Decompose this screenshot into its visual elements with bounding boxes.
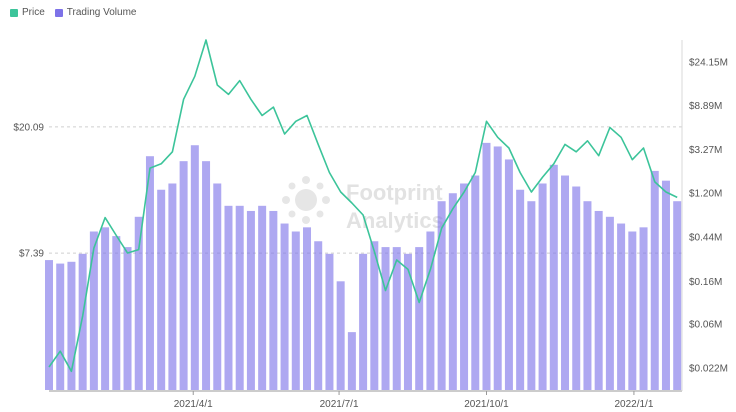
volume-bar-23 (303, 227, 312, 390)
volume-bar-48 (583, 201, 592, 390)
volume-bar-54 (650, 170, 659, 390)
volume-bar-12 (179, 161, 188, 390)
right-tick-label-7: $0.022M (689, 364, 728, 375)
volume-bar-52 (628, 231, 637, 390)
volume-bar-11 (168, 183, 177, 390)
volume-bar-46 (561, 175, 570, 390)
volume-bar-21 (280, 223, 289, 390)
volume-bar-31 (392, 247, 401, 390)
volume-bar-17 (235, 205, 244, 390)
volume-bar-32 (403, 253, 412, 390)
volume-bar-35 (437, 201, 446, 390)
volume-bar-43 (527, 201, 536, 390)
volume-bar-9 (145, 156, 154, 390)
volume-bar-1 (56, 263, 65, 390)
volume-bar-14 (202, 161, 211, 390)
right-tick-label-1: $8.89M (689, 101, 722, 112)
volume-bar-22 (291, 231, 300, 390)
volume-bar-41 (504, 159, 513, 390)
volume-bars (45, 142, 682, 390)
volume-bar-29 (370, 241, 379, 390)
volume-bar-25 (325, 253, 334, 390)
volume-bar-39 (482, 142, 491, 390)
x-tick-label-3: 2022/1/1 (614, 399, 653, 410)
volume-bar-26 (336, 281, 345, 390)
volume-bar-38 (471, 175, 480, 390)
price-line-layer (48, 39, 678, 373)
volume-bar-49 (594, 210, 603, 390)
volume-bar-44 (538, 183, 547, 390)
volume-bar-40 (493, 146, 502, 390)
volume-bar-42 (516, 189, 525, 390)
volume-bar-50 (605, 216, 614, 390)
volume-bar-0 (45, 260, 53, 390)
volume-bar-36 (448, 193, 457, 390)
volume-bar-53 (639, 227, 648, 390)
legend-label-price: Price (22, 7, 45, 18)
x-tick-label-1: 2021/7/1 (320, 399, 359, 410)
right-tick-label-5: $0.16M (689, 277, 722, 288)
volume-bar-15 (213, 183, 222, 390)
volume-bar-56 (673, 201, 682, 390)
volume-bar-51 (617, 223, 626, 390)
volume-bar-16 (224, 205, 233, 390)
right-tick-label-3: $1.20M (689, 189, 722, 200)
volume-bar-19 (258, 205, 267, 390)
right-tick-label-4: $0.44M (689, 233, 722, 244)
watermark-line-1: Footprint (346, 180, 443, 205)
volume-bar-4 (89, 231, 98, 390)
right-tick-label-2: $3.27M (689, 145, 722, 156)
right-tick-label-0: $24.15M (689, 58, 728, 69)
volume-bar-55 (661, 180, 670, 390)
legend-swatch-volume (54, 8, 63, 17)
volume-bar-45 (549, 164, 558, 390)
price-line (48, 39, 678, 373)
volume-bar-8 (134, 216, 143, 390)
volume-bar-5 (101, 227, 110, 390)
legend-item-volume[interactable]: Trading Volume (54, 7, 137, 18)
volume-bar-10 (157, 189, 166, 390)
legend-item-price[interactable]: Price (10, 7, 45, 18)
x-tick-label-2: 2021/10/1 (464, 399, 509, 410)
watermark: Footprint Analytics (282, 176, 444, 233)
volume-bar-6 (112, 236, 121, 390)
volume-bar-18 (246, 210, 255, 390)
volume-bar-30 (381, 247, 390, 390)
volume-bar-28 (359, 253, 368, 390)
volume-bar-24 (314, 241, 323, 390)
volume-bar-47 (572, 186, 581, 390)
volume-bar-3 (78, 253, 87, 390)
volume-bar-13 (190, 145, 199, 390)
chart-legend: Price Trading Volume (10, 7, 136, 18)
axes: $20.09 $7.39 $24.15M $8.89M $3.27M $1.20M $0.4… (13, 40, 728, 410)
watermark-line-2: Analytics (346, 208, 444, 233)
right-tick-label-6: $0.06M (689, 320, 722, 331)
volume-bar-20 (269, 210, 278, 390)
legend-swatch-price (10, 8, 18, 17)
volume-bar-27 (347, 332, 356, 390)
left-tick-label-0: $20.09 (13, 122, 44, 133)
volume-bar-33 (415, 247, 424, 390)
volume-bar-37 (460, 183, 469, 390)
legend-label-volume: Trading Volume (66, 7, 137, 18)
volume-bar-2 (67, 261, 76, 390)
x-tick-label-0: 2021/4/1 (174, 399, 213, 410)
left-tick-label-1: $7.39 (19, 249, 44, 260)
watermark-logo-icon (282, 176, 330, 224)
volume-bar-34 (426, 231, 435, 390)
volume-bar-7 (123, 247, 132, 390)
